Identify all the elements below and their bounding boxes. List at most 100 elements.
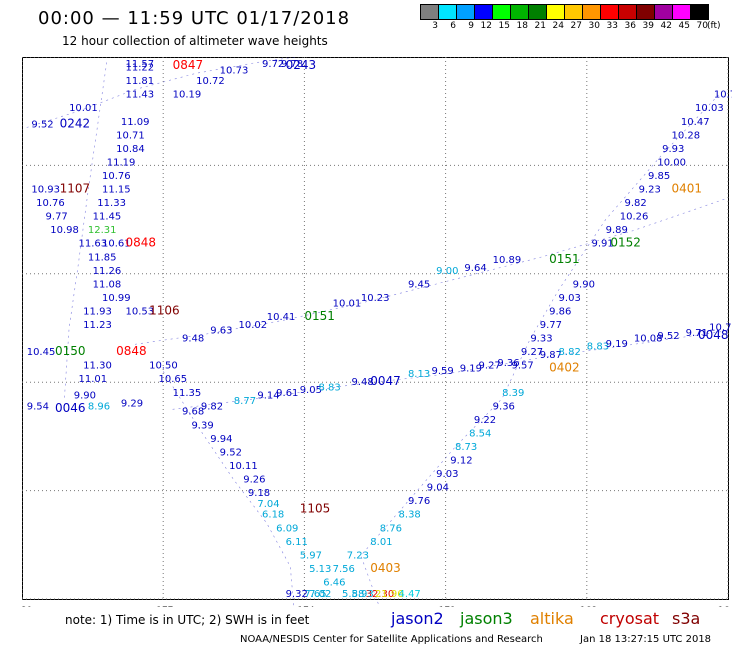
pass-time-label: 0401 — [672, 182, 703, 196]
wave-height-value: 8.77 — [234, 396, 256, 407]
x-tick-label: -174 — [294, 606, 315, 607]
wave-height-value: 5.88 — [342, 589, 364, 600]
wave-height-value: 9.36 — [493, 401, 515, 412]
wave-height-value: 10.19 — [173, 90, 202, 101]
scale-swatch — [637, 4, 655, 20]
wave-height-value: 11.08 — [93, 279, 122, 290]
pass-time-label: 1107 — [60, 182, 91, 196]
pass-time-label: 0403 — [370, 561, 401, 575]
wave-height-value: 11.81 — [126, 76, 155, 87]
scale-swatch — [655, 4, 673, 20]
generation-timestamp: Jan 18 13:27:15 UTC 2018 — [580, 634, 712, 645]
wave-height-value: 5.93 — [351, 589, 373, 600]
wave-height-value: 10.50 — [149, 361, 178, 372]
scale-swatch — [457, 4, 475, 20]
x-tick-label: -171 — [435, 606, 455, 607]
wave-height-value: 9.03 — [436, 469, 458, 480]
scale-label: 12 — [480, 21, 492, 31]
wave-height-value: 9.52 — [657, 331, 679, 342]
pass-time-label: 0242 — [60, 116, 91, 130]
wave-height-value: 11.22 — [126, 63, 155, 74]
wave-height-value: 9.00 — [436, 266, 458, 277]
wave-height-value: 10.73 — [220, 65, 249, 76]
satellite-legend-item: s3a — [672, 609, 701, 628]
wave-height-value: 11.26 — [93, 266, 122, 277]
wave-height-value: 8.38 — [399, 510, 421, 521]
wave-height-value: 10.89 — [493, 255, 522, 266]
wave-height-value: 10.53 — [126, 306, 155, 317]
wave-height-value: 9.72 — [262, 59, 284, 70]
wave-height-value: 8.83 — [319, 382, 341, 393]
scale-swatch — [583, 4, 601, 20]
pass-time-label: 0243 — [286, 58, 317, 72]
wave-height-value: 4.47 — [399, 589, 421, 600]
scale-swatch — [420, 4, 439, 20]
map-subtitle: 12 hour collection of altimeter wave hei… — [62, 34, 328, 48]
scale-label: 30 — [588, 21, 600, 31]
wave-height-value: 9.12 — [450, 456, 472, 467]
wave-height-value: 9.76 — [408, 496, 430, 507]
wave-height-value: 9.33 — [530, 334, 552, 345]
scale-swatch — [439, 4, 457, 20]
pass-time-label: 1105 — [300, 501, 331, 515]
wave-height-value: 5.97 — [300, 550, 322, 561]
wave-height-value: 10.00 — [657, 157, 686, 168]
scale-label: 27 — [570, 21, 582, 31]
satellite-track — [360, 94, 719, 607]
wave-height-value: 9.85 — [648, 171, 670, 182]
wave-height-value: 9.23 — [639, 185, 661, 196]
wave-height-value: 10.28 — [672, 130, 701, 141]
map-title: 00:00 — 11:59 UTC 01/17/2018 — [38, 8, 351, 29]
wave-height-value: 10.76 — [102, 171, 131, 182]
wave-height-value: 9.57 — [511, 361, 533, 372]
wave-height-value: 6.09 — [276, 523, 298, 534]
wave-height-value: 10.45 — [27, 347, 56, 358]
wave-height-value: 10.98 — [50, 225, 79, 236]
wave-height-value: 9.68 — [182, 407, 204, 418]
wave-height-value: 6.46 — [323, 577, 345, 588]
wave-height-value: 9.48 — [351, 377, 373, 388]
pass-time-label: 0151 — [549, 252, 580, 266]
wave-height-value: 9.52 — [31, 119, 53, 130]
scale-swatch — [691, 4, 709, 20]
wave-height-value: 8.96 — [88, 401, 110, 412]
wave-height-value: 9.90 — [74, 390, 96, 401]
satellite-legend-item: jason2 — [391, 609, 444, 628]
wave-height-value: 10.01 — [333, 298, 362, 309]
wave-height-value: 10.93 — [31, 185, 60, 196]
wave-height-value: 9.54 — [27, 401, 49, 412]
wave-height-value: 9.63 — [210, 325, 232, 336]
wave-height-value: 10.70 — [709, 323, 732, 334]
wave-height-value: 11.23 — [83, 320, 112, 331]
wave-height-value: 10.11 — [229, 461, 258, 472]
wave-height-value: 9.78 — [281, 59, 303, 70]
wave-height-value: 11.43 — [126, 90, 155, 101]
color-scale-unit: (ft) — [707, 21, 721, 31]
wave-height-value: 9.82 — [624, 198, 646, 209]
wave-height-value: 9.89 — [606, 225, 628, 236]
wave-height-value: 9.29 — [121, 399, 143, 410]
scale-label: 45 — [678, 21, 690, 31]
wave-height-value: 10.76 — [36, 198, 65, 209]
scale-label: 18 — [516, 21, 528, 31]
map-frame — [22, 57, 729, 600]
wave-height-value: 8.82 — [559, 347, 581, 358]
wave-height-value: 8.39 — [502, 388, 524, 399]
wave-height-value: 9.59 — [431, 366, 453, 377]
wave-height-value: 10.71 — [116, 130, 145, 141]
wave-height-value: 9.91 — [592, 239, 614, 250]
wave-height-value: 8.13 — [408, 369, 430, 380]
wave-height-value: 11.57 — [126, 59, 155, 70]
wave-height-value: 10.47 — [681, 117, 710, 128]
wave-height-value: 10.65 — [158, 374, 187, 385]
wave-height-value: 8.54 — [469, 428, 491, 439]
wave-height-value: 9.82 — [201, 401, 223, 412]
color-scale — [420, 4, 709, 20]
wave-height-value: 5.13 — [309, 564, 331, 575]
wave-height-value: 11.30 — [83, 361, 112, 372]
wave-height-value: 9.86 — [549, 306, 571, 317]
wave-height-value: 9.04 — [427, 483, 449, 494]
wave-height-value: 9.94 — [210, 434, 232, 445]
scale-label: 42 — [660, 21, 672, 31]
wave-height-value: 11.09 — [121, 117, 150, 128]
